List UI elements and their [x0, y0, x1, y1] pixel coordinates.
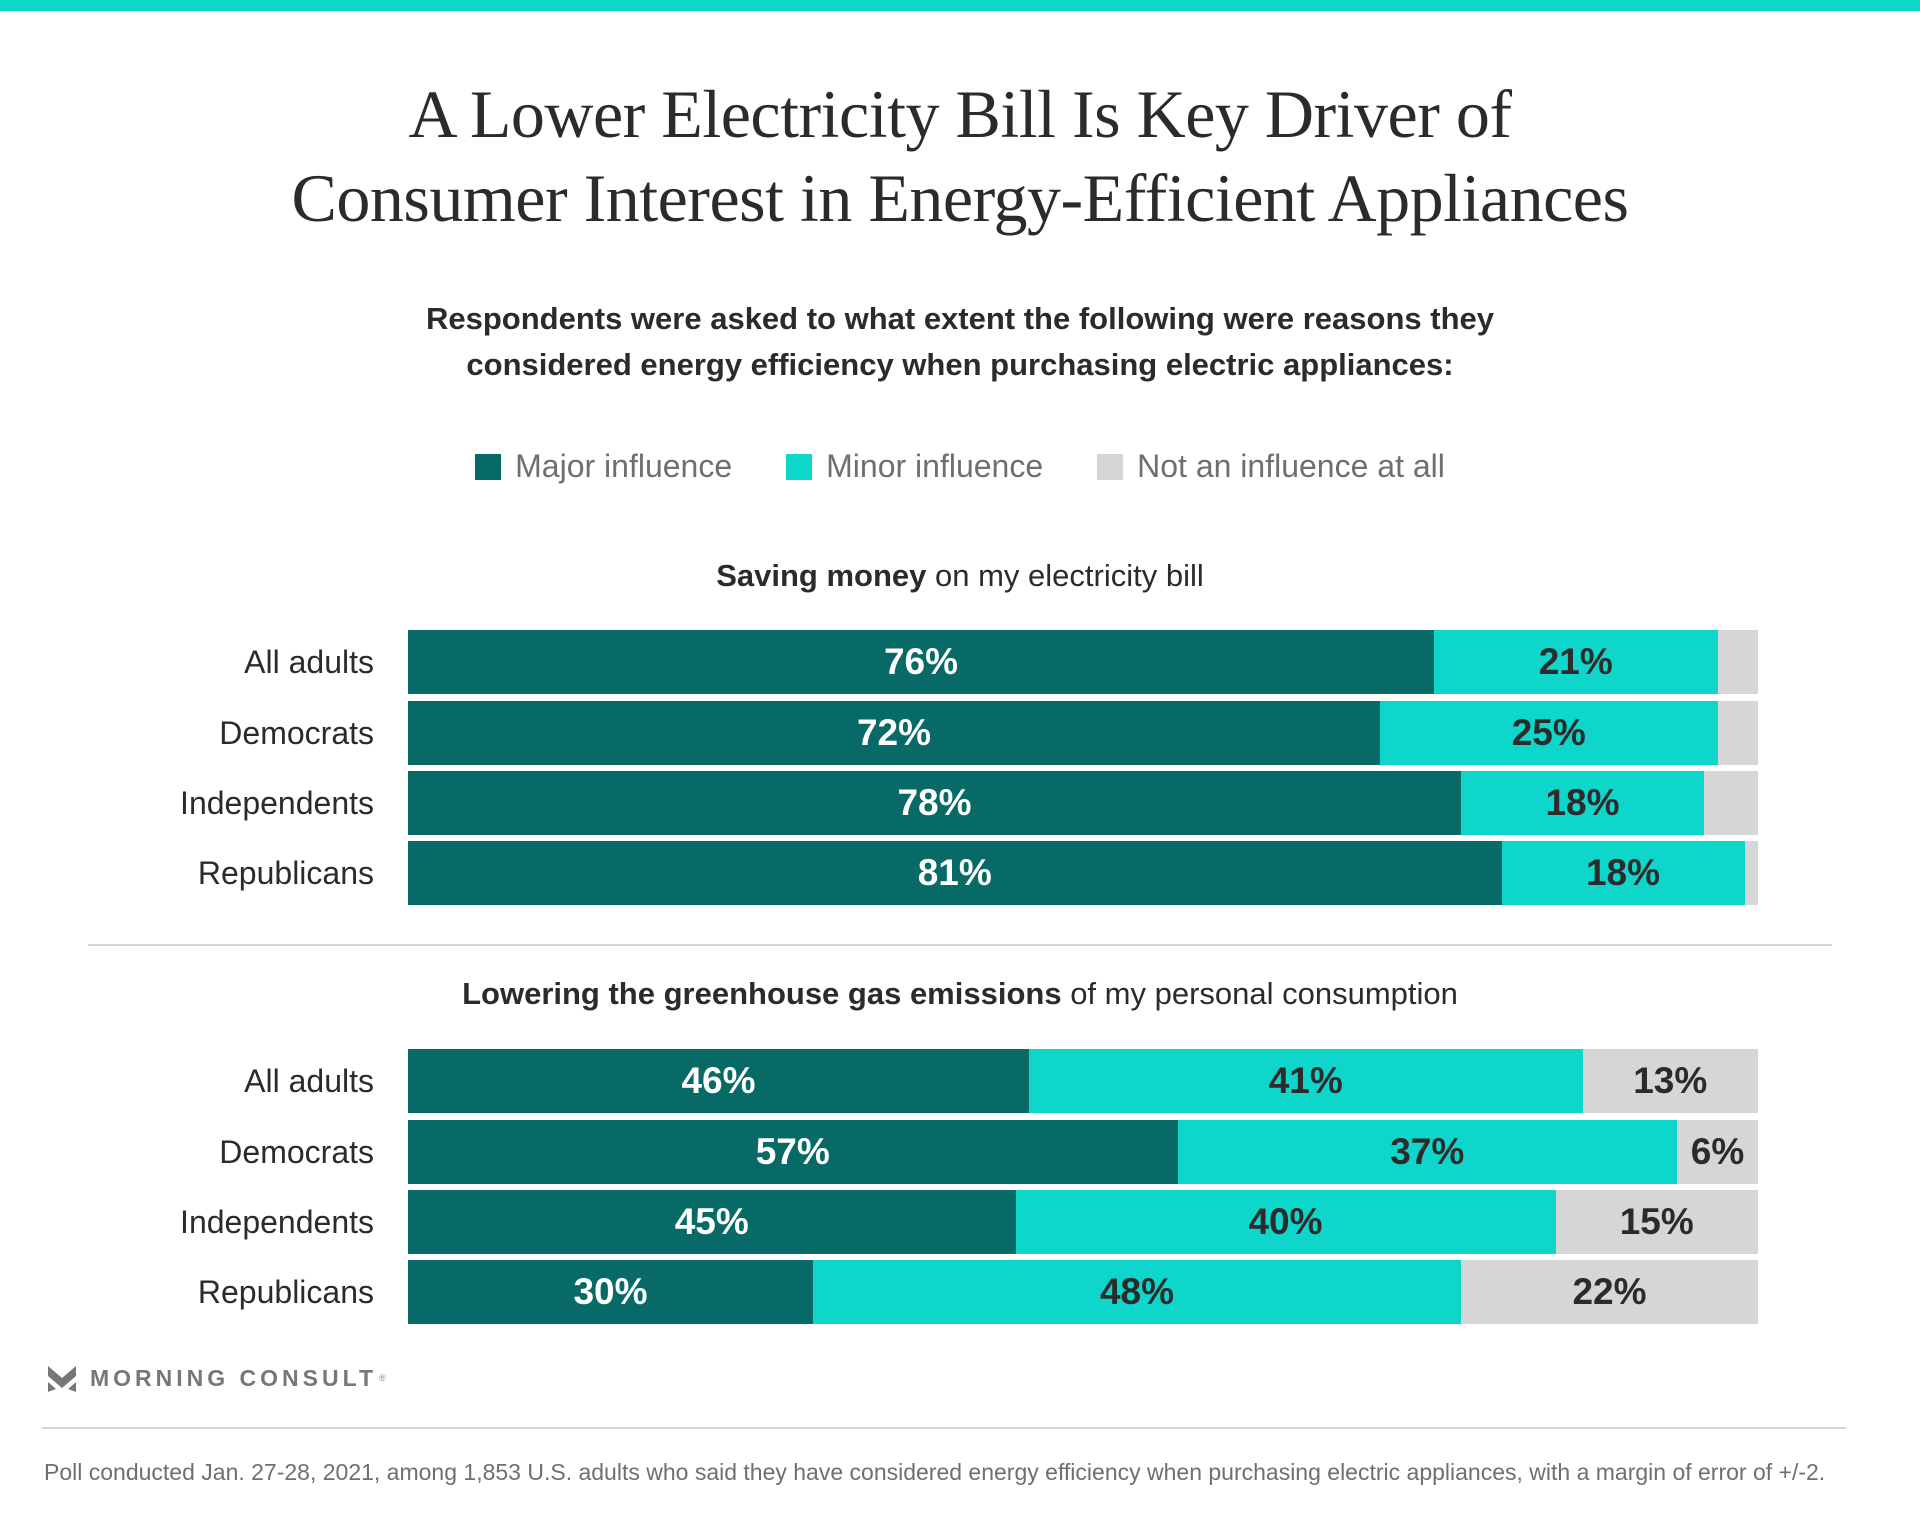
chart-1-title-rest: on my electricity bill: [926, 558, 1204, 593]
row-label-democrats: Democrats: [219, 1134, 374, 1170]
data-label: 40%: [1248, 1201, 1323, 1242]
row-label-all-adults: All adults: [244, 1063, 374, 1099]
legend: Major influence Minor influence Not an i…: [0, 448, 1920, 485]
data-label: 30%: [573, 1271, 648, 1312]
bar-segment-major: 72%: [408, 701, 1380, 765]
data-label: 78%: [897, 782, 972, 823]
bar-segment-none: [1717, 630, 1758, 694]
bar-segment-minor: 48%: [813, 1260, 1461, 1324]
bar-segment-minor: 41%: [1029, 1049, 1583, 1113]
subtitle-line-2: considered energy efficiency when purcha…: [466, 347, 1454, 382]
bar-row-all-adults: 76% 21%: [408, 630, 1758, 694]
chart-subtitle: Respondents were asked to what extent th…: [0, 296, 1920, 388]
bar-row-republicans: 81% 18%: [408, 841, 1758, 905]
legend-swatch-minor: [786, 453, 813, 480]
bar-row-independents: 78% 18%: [408, 771, 1758, 835]
row-label-republicans: Republicans: [197, 855, 374, 891]
bar-row-democrats: 57% 37% 6%: [408, 1120, 1758, 1184]
bar-segment-minor: 21%: [1434, 630, 1718, 694]
chart-2-title-rest: of my personal consumption: [1061, 976, 1458, 1011]
morning-consult-chevron-icon: [48, 1366, 76, 1392]
bar-segment-none: 13%: [1582, 1049, 1758, 1113]
data-label: 72%: [856, 712, 932, 753]
top-accent-bar: [0, 0, 1920, 11]
legend-swatch-none: [1097, 453, 1124, 480]
legend-item-minor: Minor influence: [786, 448, 1043, 485]
data-label: 18%: [1585, 852, 1661, 893]
legend-item-none: Not an influence at all: [1097, 448, 1445, 485]
bar-segment-minor: 18%: [1501, 841, 1745, 905]
data-label: 48%: [1099, 1271, 1175, 1312]
row-label-all-adults: All adults: [244, 644, 374, 680]
subtitle-line-1: Respondents were asked to what extent th…: [425, 301, 1495, 336]
bar-segment-major: 81%: [408, 841, 1502, 905]
data-label: 57%: [755, 1131, 830, 1172]
bar-row-independents: 45% 40% 15%: [408, 1190, 1758, 1254]
data-label: 41%: [1268, 1060, 1343, 1101]
bar-segment-none: [1704, 771, 1758, 835]
data-label: 18%: [1545, 782, 1620, 823]
data-label: 6%: [1690, 1131, 1745, 1172]
chart-2-title-bold: Lowering the greenhouse gas emissions: [462, 976, 1062, 1011]
methodology-note: Poll conducted Jan. 27-28, 2021, among 1…: [44, 1459, 1826, 1485]
chart-2-title: Lowering the greenhouse gas emissions of…: [0, 976, 1920, 1012]
row-label-republicans: Republicans: [197, 1274, 374, 1310]
section-divider: [88, 944, 1832, 946]
chart-1-title-bold: Saving money: [716, 558, 927, 593]
bar-segment-minor: 37%: [1177, 1120, 1677, 1184]
data-label: 46%: [681, 1060, 756, 1101]
bar-segment-major: 46%: [408, 1049, 1029, 1113]
bar-segment-major: 30%: [408, 1260, 813, 1324]
bar-segment-major: 57%: [408, 1120, 1178, 1184]
registered-mark: ®: [379, 1373, 386, 1383]
data-label: 21%: [1538, 641, 1613, 682]
legend-label-none: Not an influence at all: [1137, 448, 1445, 484]
title-line-2: Consumer Interest in Energy-Efficient Ap…: [291, 160, 1629, 236]
bar-row-republicans: 30% 48% 22%: [408, 1260, 1758, 1324]
bar-segment-major: 76%: [408, 630, 1434, 694]
bar-row-democrats: 72% 25%: [408, 701, 1758, 765]
data-label: 22%: [1572, 1271, 1647, 1312]
data-label: 45%: [674, 1201, 749, 1242]
data-label: 76%: [883, 641, 959, 682]
legend-swatch-major: [475, 453, 502, 480]
bar-segment-major: 78%: [408, 771, 1461, 835]
bar-segment-minor: 25%: [1380, 701, 1718, 765]
data-label: 37%: [1390, 1131, 1465, 1172]
morning-consult-logo: MORNING CONSULT ®: [48, 1364, 386, 1392]
row-label-independents: Independents: [180, 1204, 374, 1240]
title-line-1: A Lower Electricity Bill Is Key Driver o…: [408, 76, 1512, 152]
legend-label-minor: Minor influence: [826, 448, 1044, 484]
legend-item-major: Major influence: [475, 448, 732, 485]
bar-row-all-adults: 46% 41% 13%: [408, 1049, 1758, 1113]
bar-segment-none: [1717, 701, 1758, 765]
data-label: 13%: [1633, 1060, 1708, 1101]
chart-main-title: A Lower Electricity Bill Is Key Driver o…: [0, 72, 1920, 240]
brand-name: MORNING CONSULT: [90, 1364, 378, 1391]
bar-segment-none: 22%: [1461, 1260, 1758, 1324]
data-label: 25%: [1511, 712, 1586, 753]
bar-segment-minor: 18%: [1461, 771, 1704, 835]
bar-segment-major: 45%: [408, 1190, 1016, 1254]
chart-1-title: Saving money on my electricity bill: [0, 558, 1920, 594]
data-label: 15%: [1619, 1201, 1694, 1242]
row-label-democrats: Democrats: [219, 715, 374, 751]
footer-divider: [42, 1427, 1846, 1429]
legend-label-major: Major influence: [515, 448, 733, 484]
data-label: 81%: [917, 852, 992, 893]
bar-segment-minor: 40%: [1015, 1190, 1556, 1254]
row-label-independents: Independents: [180, 785, 374, 821]
bar-segment-none: [1744, 841, 1758, 905]
bar-segment-none: 6%: [1677, 1120, 1758, 1184]
bar-segment-none: 15%: [1555, 1190, 1758, 1254]
